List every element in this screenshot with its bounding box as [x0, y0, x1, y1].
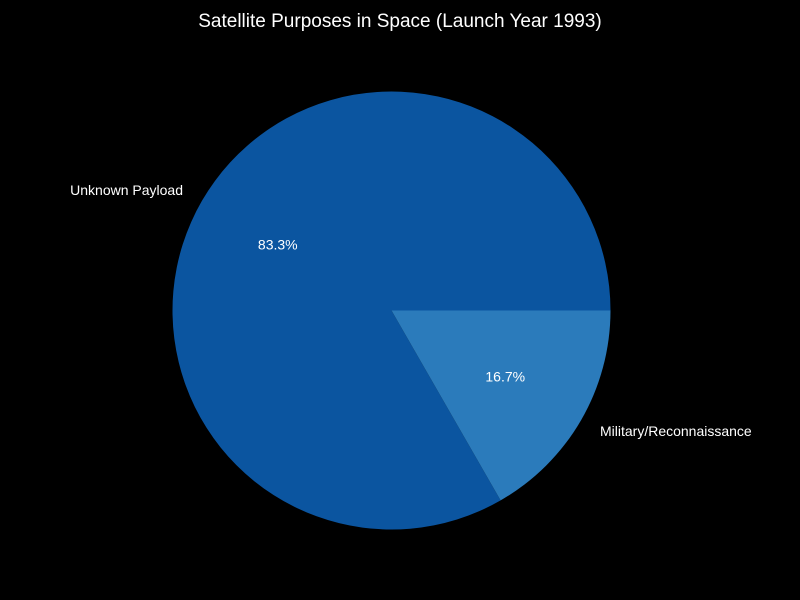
slice-pct-unknown-payload: 83.3%	[258, 237, 298, 253]
pie-slice-military-reconnaissance	[391, 310, 611, 501]
slice-label-unknown-payload: Unknown Payload	[70, 182, 183, 198]
pie-slice-unknown-payload	[172, 91, 611, 530]
pie-labels: Unknown Payload 83.3% Military/Reconnaissa…	[70, 182, 752, 439]
slice-label-military-reconnaissance: Military/Reconnaissance	[600, 423, 752, 439]
chart-title: Satellite Purposes in Space (Launch Year…	[198, 11, 602, 32]
slice-pct-military-reconnaissance: 16.7%	[485, 368, 525, 384]
pie-slices	[172, 91, 611, 530]
